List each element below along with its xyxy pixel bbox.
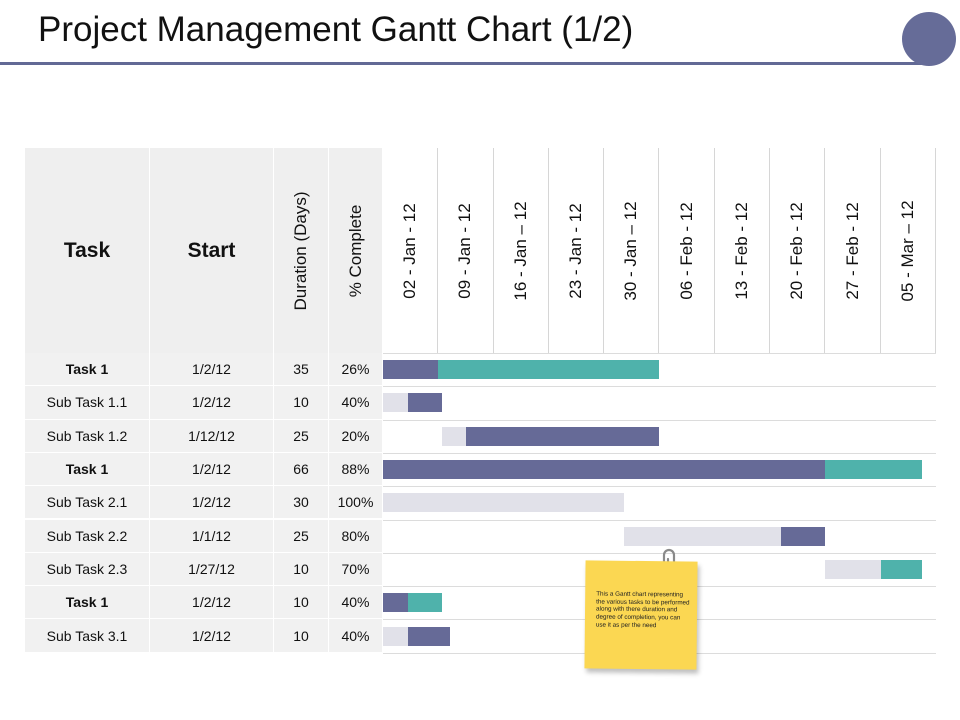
table-cell-start: 1/2/12	[150, 486, 274, 520]
gantt-bar-remaining	[880, 559, 923, 579]
header-complete: % Complete	[329, 148, 383, 353]
date-label: 06 - Feb - 12	[676, 201, 696, 300]
table-cell-start: 1/1/12	[150, 519, 274, 553]
gantt-bar-done	[383, 460, 826, 480]
table-cell-start: 1/2/12	[150, 386, 274, 420]
table-cell-complete: 20%	[329, 419, 383, 453]
table-cell-start: 1/2/12	[150, 452, 274, 487]
row-divider	[383, 353, 936, 354]
table-cell-duration: 10	[274, 552, 329, 587]
table-cell-complete: 40%	[329, 619, 383, 653]
date-column-header: 02 - Jan - 12	[383, 148, 439, 353]
table-cell-complete: 88%	[329, 452, 383, 487]
table-cell-duration: 25	[274, 419, 329, 453]
gantt-bar-background	[623, 526, 782, 546]
page-title: Project Management Gantt Chart (1/2)	[38, 10, 634, 49]
table-cell-task: Sub Task 3.1	[25, 619, 150, 653]
gantt-bar-done	[407, 626, 451, 646]
row-divider	[383, 486, 936, 488]
date-label: 09 - Jan - 12	[455, 202, 475, 299]
gantt-bar-remaining	[438, 360, 660, 380]
row-divider	[383, 452, 936, 454]
gantt-bar-done	[383, 593, 408, 613]
date-label: 20 - Feb - 12	[787, 201, 807, 300]
gantt-bar-background	[383, 626, 408, 646]
table-cell-duration: 10	[274, 386, 329, 420]
sticky-note-text: This a Gantt chart representing the vari…	[595, 590, 690, 629]
header-task-label: Task	[63, 238, 111, 262]
table-cell-duration: 10	[274, 619, 329, 653]
table-cell-complete: 40%	[329, 586, 383, 620]
header-duration-label: Duration (Days)	[291, 190, 310, 311]
date-column-header: 16 - Jan – 12	[493, 148, 549, 353]
date-column-header: 30 - Jan – 12	[604, 148, 660, 353]
table-cell-task: Sub Task 1.1	[25, 386, 150, 420]
table-cell-start: 1/2/12	[150, 586, 274, 620]
row-divider	[383, 552, 936, 554]
gantt-bar-background	[383, 493, 624, 513]
gantt-bar-done	[781, 526, 826, 546]
title-underline	[0, 62, 922, 65]
table-cell-duration: 30	[274, 486, 329, 520]
date-column-header: 05 - Mar – 12	[880, 148, 936, 353]
table-cell-task: Sub Task 1.2	[25, 419, 150, 453]
table-cell-start: 1/2/12	[150, 619, 274, 653]
date-label: 30 - Jan – 12	[621, 200, 641, 301]
date-column-header: 23 - Jan - 12	[548, 148, 605, 353]
gantt-bar-background	[825, 559, 881, 579]
date-label: 02 - Jan - 12	[400, 202, 420, 299]
table-cell-task: Task 1	[25, 353, 150, 387]
row-divider	[383, 519, 936, 521]
gantt-chart: Task Start Duration (Days) % Complete 02 - J…	[25, 148, 936, 654]
table-cell-start: 1/2/12	[150, 353, 274, 387]
table-cell-task: Sub Task 2.3	[25, 552, 150, 587]
table-cell-task: Sub Task 2.1	[25, 486, 150, 520]
table-cell-task: Task 1	[25, 586, 150, 620]
row-divider	[383, 386, 936, 388]
header-duration: Duration (Days)	[274, 148, 329, 353]
gantt-bar-done	[383, 360, 439, 380]
table-cell-duration: 35	[274, 353, 329, 387]
gantt-bar-background	[383, 393, 408, 413]
date-label: 23 - Jan - 12	[566, 202, 586, 299]
circle-icon	[902, 12, 956, 66]
gantt-bar-done	[465, 426, 660, 446]
date-column-header: 06 - Feb - 12	[659, 148, 715, 353]
header-complete-label: % Complete	[345, 204, 365, 297]
date-column-header: 27 - Feb - 12	[825, 148, 881, 353]
row-divider	[383, 419, 936, 421]
gantt-bar-remaining	[825, 460, 923, 480]
table-cell-complete: 40%	[329, 386, 383, 420]
table-cell-duration: 25	[274, 519, 329, 553]
table-cell-task: Task 1	[25, 452, 150, 487]
table-cell-duration: 10	[274, 586, 329, 620]
gantt-bar-background	[442, 426, 466, 446]
date-label: 16 - Jan – 12	[510, 200, 530, 301]
table-cell-start: 1/27/12	[150, 552, 274, 587]
gantt-bar-remaining	[407, 593, 443, 613]
header-start: Start	[150, 148, 274, 353]
date-column-header: 13 - Feb - 12	[714, 148, 771, 353]
sticky-note: This a Gantt chart representing the vari…	[584, 560, 698, 670]
header-task: Task	[25, 148, 150, 353]
table-cell-duration: 66	[274, 452, 329, 487]
table-cell-complete: 70%	[329, 552, 383, 587]
header-start-label: Start	[187, 238, 236, 262]
table-cell-task: Sub Task 2.2	[25, 519, 150, 553]
date-label: 13 - Feb - 12	[731, 201, 751, 300]
table-cell-complete: 100%	[329, 486, 383, 520]
table-cell-complete: 26%	[329, 353, 383, 387]
gantt-bar-done	[407, 393, 443, 413]
table-cell-start: 1/12/12	[150, 419, 274, 453]
table-cell-complete: 80%	[329, 519, 383, 553]
date-label: 05 - Mar – 12	[897, 199, 917, 302]
date-column-header: 09 - Jan - 12	[438, 148, 494, 353]
date-column-header: 20 - Feb - 12	[770, 148, 826, 353]
date-label: 27 - Feb - 12	[842, 201, 862, 300]
